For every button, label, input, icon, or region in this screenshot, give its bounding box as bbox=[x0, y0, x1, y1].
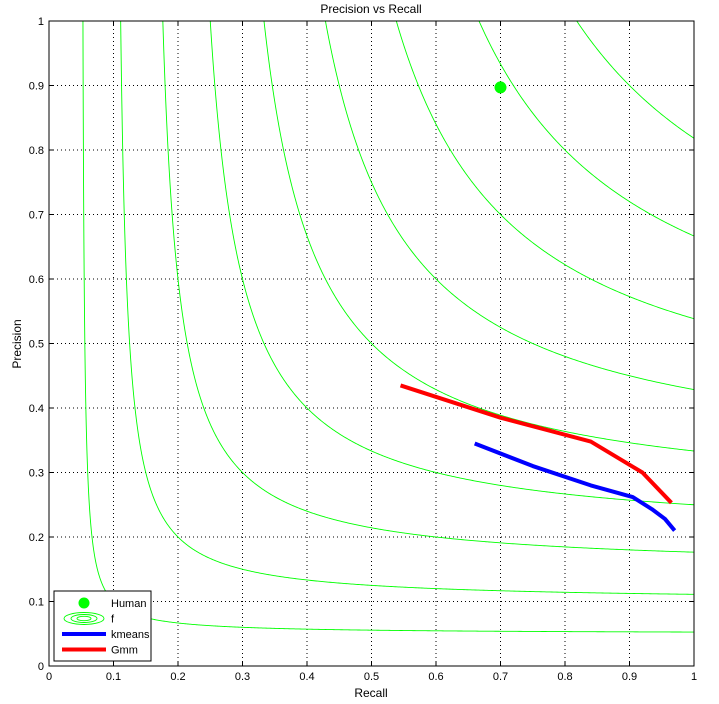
y-tick-label: 0.7 bbox=[29, 210, 44, 222]
legend-marker-human bbox=[78, 597, 90, 609]
x-tick-label: 0 bbox=[46, 671, 52, 683]
axis-ticks: 0 0.1 0.2 0.3 0.4 0.5 0.6 0.7 0.8 0.9 1 0 0.1 0.2 0.3 0… bbox=[29, 16, 697, 683]
iso-f-curve bbox=[209, 21, 694, 506]
x-tick-label: 0.3 bbox=[235, 671, 250, 683]
x-tick-label: 0.4 bbox=[299, 671, 314, 683]
x-tick-label: 0.2 bbox=[170, 671, 185, 683]
y-tick-label: 0.9 bbox=[29, 81, 44, 93]
x-axis-title: Recall bbox=[354, 686, 387, 700]
iso-f-curve bbox=[120, 21, 694, 595]
x-tick-label: 1 bbox=[691, 671, 697, 683]
x-tick-label: 0.5 bbox=[364, 671, 379, 683]
y-tick-label: 0.6 bbox=[29, 274, 44, 286]
legend-label-gmm: Gmm bbox=[111, 645, 138, 657]
iso-f-curve bbox=[478, 21, 694, 237]
data-series bbox=[399, 81, 677, 532]
x-tick-label: 0.8 bbox=[557, 671, 572, 683]
iso-f-curve bbox=[162, 21, 694, 553]
legend-marker-f bbox=[63, 612, 105, 625]
y-tick-label: 0.5 bbox=[29, 339, 44, 351]
x-tick-label: 0.1 bbox=[106, 671, 121, 683]
y-tick-label: 0 bbox=[38, 661, 44, 673]
legend: Human f kmeans Gmm bbox=[53, 590, 152, 662]
iso-f-curve bbox=[576, 21, 694, 139]
y-tick-label: 0.2 bbox=[29, 532, 44, 544]
iso-f-contours bbox=[82, 21, 694, 633]
plot-area: 0 0.1 0.2 0.3 0.4 0.5 0.6 0.7 0.8 0.9 1 0 0.1 0.2 0.3 0… bbox=[29, 16, 697, 683]
x-tick-label: 0.6 bbox=[428, 671, 443, 683]
x-tick-label: 0.7 bbox=[493, 671, 508, 683]
iso-f-curve bbox=[82, 21, 694, 633]
iso-f-curve bbox=[395, 21, 694, 320]
y-tick-label: 0.8 bbox=[29, 145, 44, 157]
y-axis-title: Precision bbox=[10, 319, 24, 368]
legend-label-f: f bbox=[111, 614, 115, 626]
legend-label-human: Human bbox=[111, 598, 146, 610]
iso-f-curve bbox=[263, 21, 694, 452]
y-tick-label: 0.3 bbox=[29, 468, 44, 480]
x-tick-label: 0.9 bbox=[622, 671, 637, 683]
chart-title: Precision vs Recall bbox=[320, 2, 421, 16]
y-tick-label: 0.1 bbox=[29, 597, 44, 609]
legend-marker-f bbox=[70, 614, 98, 623]
legend-label-kmeans: kmeans bbox=[111, 629, 150, 641]
y-tick-label: 0.4 bbox=[29, 403, 44, 415]
legend-marker-f bbox=[76, 615, 92, 622]
y-tick-label: 1 bbox=[38, 16, 44, 28]
iso-f-curve bbox=[324, 21, 694, 391]
series-line-kmeans bbox=[473, 441, 677, 532]
series-line-gmm bbox=[399, 383, 673, 505]
series-point-human bbox=[494, 81, 507, 94]
